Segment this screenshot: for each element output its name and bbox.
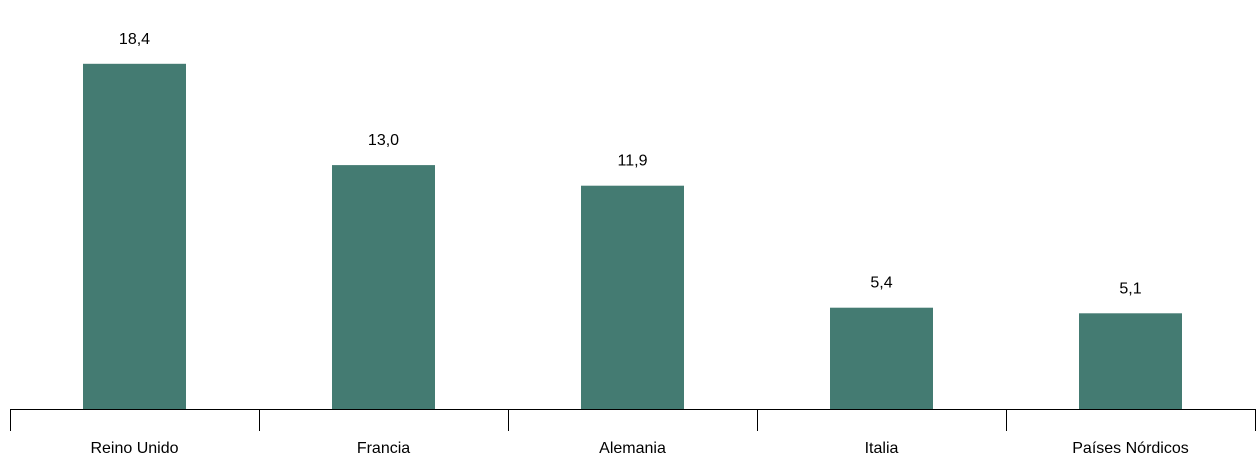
bar-reino-unido: [83, 63, 186, 410]
value-label-paises-nordicos: 5,1: [1119, 280, 1141, 297]
value-label-alemania: 11,9: [618, 153, 648, 170]
value-label-reino-unido: 18,4: [119, 31, 150, 48]
tick-labels-group: Reino Unido Francia Alemania Italia Países N…: [90, 440, 1188, 457]
bar-alemania: [581, 185, 684, 409]
bar-italia: [830, 307, 933, 409]
tick-label-francia: Francia: [357, 440, 410, 457]
tick-label-reino-unido: Reino Unido: [90, 440, 178, 457]
bar-francia: [332, 165, 435, 409]
bar-paises-nordicos: [1079, 313, 1182, 409]
value-label-italia: 5,4: [870, 275, 892, 292]
tick-marks-group: [10, 409, 1256, 431]
value-label-francia: 13,0: [368, 132, 399, 149]
tick-label-alemania: Alemania: [599, 440, 666, 457]
tick-label-paises-nordicos: Países Nórdicos: [1072, 440, 1189, 457]
tick-label-italia: Italia: [865, 440, 899, 457]
value-labels-group: 18,4 13,0 11,9 5,4 5,1: [119, 31, 1142, 297]
bars-group: [83, 63, 1182, 410]
